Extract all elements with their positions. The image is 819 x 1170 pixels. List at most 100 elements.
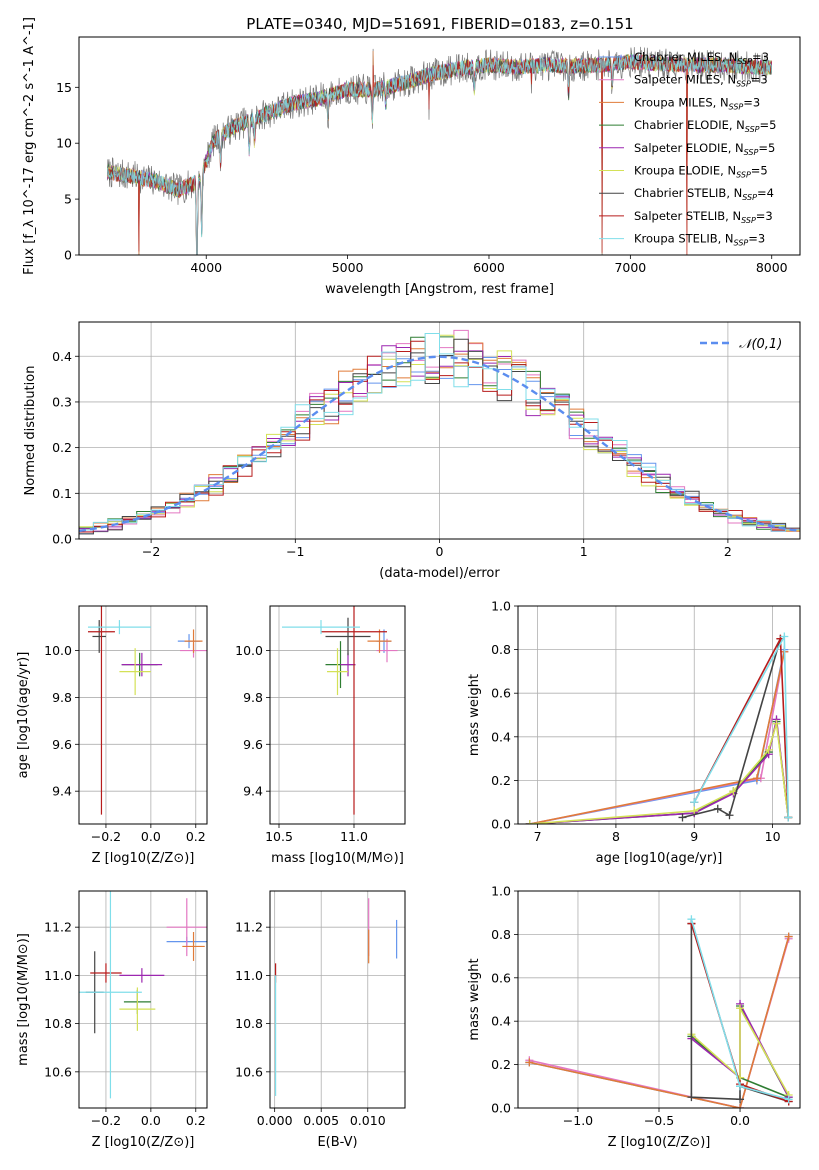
x-axis-label: mass [log10(M/M⊙)]	[271, 851, 404, 866]
x-axis-label: wavelength [Angstrom, rest frame]	[325, 282, 554, 297]
legend-text: Salpeter MILES, N	[634, 73, 736, 87]
legend-label-krou_elodie: Kroupa ELODIE, NSSP=5	[634, 164, 768, 180]
y-tick-label: 5	[64, 192, 72, 207]
weights-weight_vs_Z	[525, 915, 793, 1108]
weight-line-krou_elodie	[690, 1005, 790, 1096]
weight-line-krou_miles	[529, 936, 790, 1108]
x-tick-label: 0.0	[141, 1113, 161, 1128]
weight-marker-krou_stelib	[784, 813, 793, 822]
y-tick-label: 10.8	[235, 1016, 263, 1031]
y-tick-label: 0.6	[491, 686, 511, 701]
x-tick-label: 0.2	[186, 829, 206, 844]
x-tick-label: 4000	[190, 260, 222, 275]
y-tick-label: 0.2	[491, 1057, 511, 1072]
x-axis-label: (data-model)/error	[379, 566, 500, 581]
weight-marker-krou_stelib	[687, 915, 696, 924]
errorbars-mass_vs_Z	[79, 891, 207, 1099]
legend-subscript: SSP	[729, 102, 744, 111]
x-tick-label: 6000	[473, 260, 505, 275]
legend-text: Kroupa STELIB, N	[634, 232, 734, 246]
legend-subscript: SSP	[736, 80, 751, 89]
y-axis-label: mass [log10(M/M⊙)]	[16, 933, 31, 1066]
y-axis-label: mass weight	[467, 674, 482, 756]
y-tick-label: 10.6	[235, 1064, 263, 1079]
axes-spectrum: 4000 5000 6000 7000 8000 0 5 10 15 wavelength [An…	[22, 17, 788, 297]
legend-text: Chabrier STELIB, N	[634, 186, 742, 200]
x-axis-label: Z [log10(Z/Z⊙)]	[92, 851, 195, 866]
y-tick-label: 0.4	[491, 1014, 511, 1029]
x-tick-label: 8000	[756, 260, 788, 275]
weight-marker-krou_miles	[784, 932, 793, 941]
weight-marker-krou_stelib	[780, 632, 789, 641]
x-tick-label: 10.5	[265, 829, 293, 844]
y-tick-label: 0.3	[52, 394, 72, 409]
y-tick-label: 0.0	[491, 1101, 511, 1116]
y-tick-label: 11.0	[44, 968, 72, 983]
y-tick-label: 0.4	[52, 349, 72, 364]
x-tick-label: 0.0	[141, 829, 161, 844]
axes-mass_vs_Z: −0.2 0.0 0.2 10.6 10.8 11.0 11.2 Z [log10(Z/Z⊙)…	[16, 891, 207, 1150]
y-tick-label: 10	[56, 136, 72, 151]
weight-line-chab_stelib	[682, 638, 782, 819]
y-tick-label: 0.4	[491, 729, 511, 744]
weight-marker-krou_stelib	[690, 798, 699, 807]
x-axis-label: age [log10(age/yr)]	[596, 851, 723, 866]
figure-title: PLATE=0340, MJD=51691, FIBERID=0183, z=0…	[246, 15, 633, 33]
histograms	[79, 329, 800, 537]
y-axis-label: mass weight	[467, 958, 482, 1040]
weight-line-krou_elodie	[529, 723, 790, 824]
legend-label-krou_stelib: Kroupa STELIB, NSSP=3	[634, 232, 765, 248]
legend-label-krou_miles: Kroupa MILES, NSSP=3	[634, 95, 760, 111]
x-tick-label: −0.2	[91, 829, 121, 844]
y-tick-label: 11.0	[235, 968, 263, 983]
y-tick-label: 10.0	[44, 643, 72, 658]
legend-subscript: SSP	[736, 171, 751, 180]
legend-subscript: SSP	[742, 193, 757, 202]
spectrum-frame	[78, 36, 801, 256]
x-tick-label: −0.5	[644, 1113, 674, 1128]
normal-reference-curve	[79, 355, 800, 533]
x-tick-label: 1	[580, 544, 588, 559]
axes-age_vs_Z: −0.2 0.0 0.2 9.4 9.6 9.8 10.0 Z [log10(Z/Z⊙)] ag…	[16, 606, 207, 866]
axes-residuals: −2 −1 0 1 2 0.0 0.1 0.2 0.3 0.4 (data-model)/error…	[23, 322, 800, 581]
legend-text: Kroupa MILES, N	[634, 95, 729, 109]
y-tick-label: 9.6	[243, 737, 263, 752]
y-tick-label: 10.8	[44, 1016, 72, 1031]
y-tick-label: 11.2	[44, 920, 72, 935]
legend-count: =3	[743, 95, 760, 109]
weight-marker-chab_stelib	[725, 811, 734, 820]
y-tick-label: 0.8	[491, 927, 511, 942]
y-tick-label: 10.0	[235, 643, 263, 658]
y-tick-label: 15	[56, 80, 72, 95]
legend-text: Kroupa ELODIE, N	[634, 164, 736, 178]
errorbars-mass_vs_EBV	[274, 898, 398, 1096]
x-tick-label: 11.0	[340, 829, 368, 844]
y-tick-label: 1.0	[491, 599, 511, 614]
legend-text: Chabrier MILES, N	[634, 50, 737, 64]
frame-age_vs_Z	[78, 605, 208, 825]
histogram-krou_stelib	[79, 333, 800, 536]
errorbars-age_vs_mass	[282, 606, 398, 815]
legend-count: =5	[758, 141, 775, 155]
y-tick-label: 0.6	[491, 970, 511, 985]
axes-age_vs_mass: 10.5 11.0 9.4 9.6 9.8 10.0 mass [log10(M/M⊙)]	[235, 606, 405, 866]
y-tick-label: 0.2	[52, 440, 72, 455]
frame-weight_vs_Z	[517, 890, 801, 1109]
legend-label-salp_elodie: Salpeter ELODIE, NSSP=5	[634, 141, 775, 157]
frame-weight_vs_age	[517, 605, 801, 825]
weight-marker-krou_stelib	[736, 1082, 745, 1091]
legend-label-chab_stelib: Chabrier STELIB, NSSP=4	[634, 186, 774, 202]
x-tick-label: 0.0	[730, 1113, 750, 1128]
y-tick-label: 9.8	[243, 690, 263, 705]
y-tick-label: 0.1	[52, 486, 72, 501]
residuals-frame	[78, 321, 801, 540]
x-tick-label: 8	[612, 829, 620, 844]
weight-marker-chab_stelib	[736, 1095, 745, 1104]
weight-marker-krou_miles	[525, 1058, 534, 1067]
x-tick-label: −0.2	[91, 1113, 121, 1128]
weight-marker-krou_elodie	[690, 806, 699, 815]
x-axis-label: E(B-V)	[317, 1135, 357, 1150]
x-tick-label: 2	[724, 544, 732, 559]
